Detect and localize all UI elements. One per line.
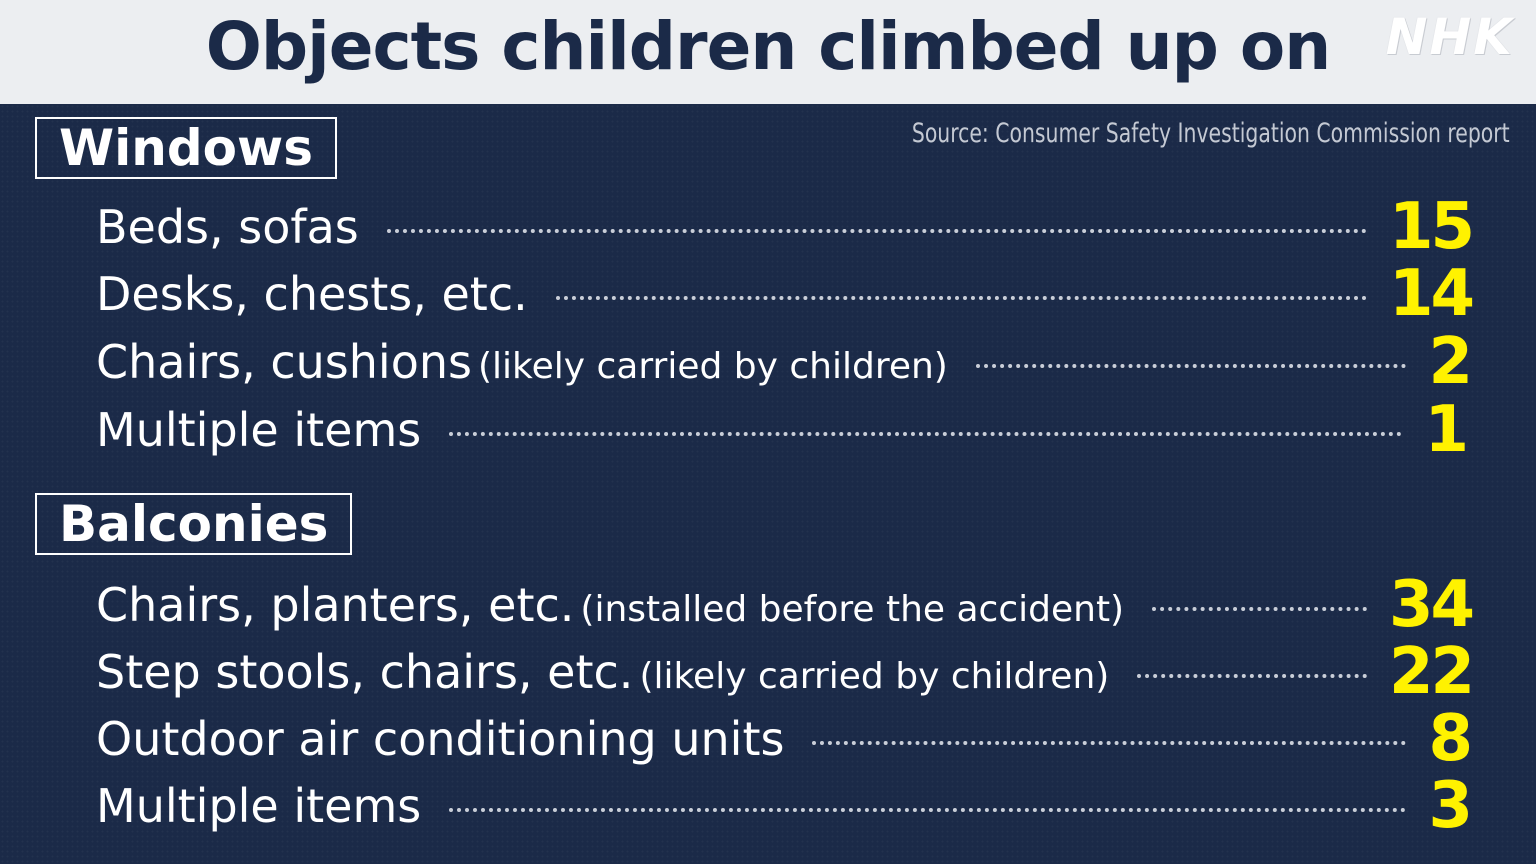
- item-label: Chairs, planters, etc. (installed before …: [96, 578, 1124, 632]
- nhk-logo: NHK: [1385, 8, 1514, 66]
- item-count: 2: [1428, 325, 1472, 399]
- header-bar: Objects children climbed up on NHK: [0, 0, 1536, 104]
- item-label-main: Chairs, cushions: [96, 335, 472, 389]
- leader-dots: [386, 229, 1367, 233]
- leader-dots: [1137, 674, 1367, 678]
- source-note: Source: Consumer Safety Investigation Co…: [912, 118, 1510, 149]
- item-label-main: Chairs, planters, etc.: [96, 578, 575, 632]
- item-label: Multiple items: [96, 779, 422, 833]
- item-count: 15: [1388, 190, 1475, 264]
- section-label-balconies: Balconies: [35, 493, 353, 555]
- list-item: Chairs, cushions (likely carried by child…: [96, 325, 1473, 399]
- item-count: 1: [1424, 393, 1468, 467]
- leader-dots: [975, 364, 1407, 368]
- item-count: 8: [1428, 702, 1472, 776]
- list-item: Multiple items 3: [96, 769, 1473, 843]
- leader-dots: [555, 296, 1367, 300]
- item-note: (likely carried by children): [477, 346, 948, 387]
- list-item: Chairs, planters, etc. (installed before …: [96, 568, 1475, 642]
- item-label: Outdoor air conditioning units: [96, 712, 785, 766]
- item-count: 3: [1428, 769, 1472, 843]
- list-item: Outdoor air conditioning units 8: [96, 702, 1473, 776]
- section-label-windows: Windows: [35, 117, 337, 179]
- item-label: Multiple items: [96, 403, 422, 457]
- item-label-main: Step stools, chairs, etc.: [96, 645, 634, 699]
- item-label: Desks, chests, etc.: [96, 267, 528, 321]
- item-label: Step stools, chairs, etc. (likely carried…: [96, 645, 1109, 699]
- list-item: Multiple items 1: [96, 393, 1469, 467]
- item-note: (likely carried by children): [639, 656, 1110, 697]
- item-label: Chairs, cushions (likely carried by child…: [96, 335, 948, 389]
- leader-dots: [812, 741, 1407, 745]
- item-note: (installed before the accident): [580, 589, 1125, 630]
- item-label: Beds, sofas: [96, 200, 359, 254]
- item-count: 22: [1388, 635, 1475, 709]
- item-count: 14: [1388, 257, 1475, 331]
- item-count: 34: [1388, 568, 1475, 642]
- page-title: Objects children climbed up on: [205, 8, 1331, 85]
- leader-dots: [449, 432, 1403, 436]
- leader-dots: [1152, 607, 1367, 611]
- list-item: Beds, sofas 15: [96, 190, 1475, 264]
- leader-dots: [449, 808, 1407, 812]
- list-item: Desks, chests, etc. 14: [96, 257, 1475, 331]
- list-item: Step stools, chairs, etc. (likely carried…: [96, 635, 1475, 709]
